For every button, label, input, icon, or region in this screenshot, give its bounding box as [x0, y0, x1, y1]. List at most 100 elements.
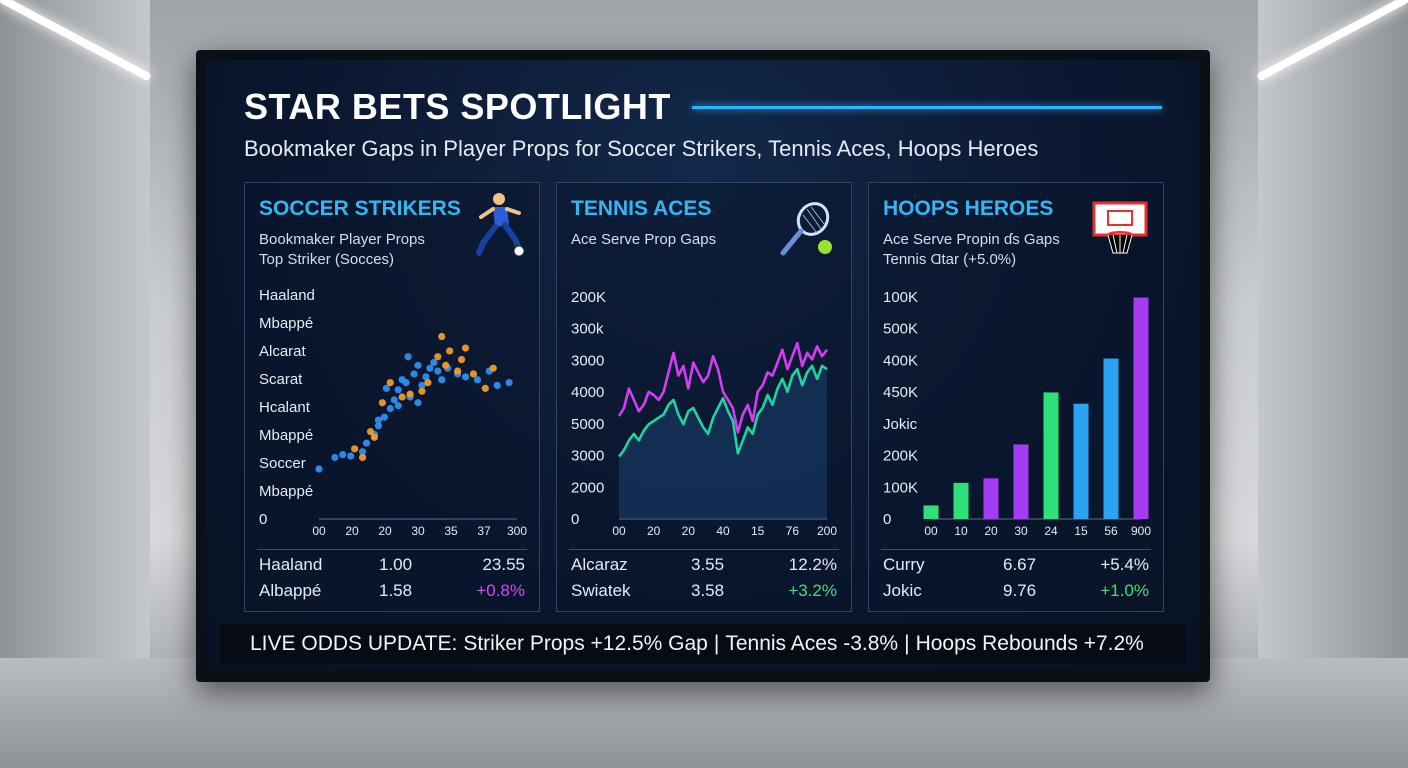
- bar: [953, 482, 969, 519]
- scatter-point-blue: [362, 439, 371, 447]
- y-tick-label: 4000: [571, 384, 604, 401]
- scatter-point-blue: [418, 381, 426, 390]
- player-gap: +5.4%: [1100, 555, 1149, 574]
- y-tick-label: 100K: [883, 289, 918, 306]
- scatter-point-orange: [461, 344, 470, 352]
- scatter-point-blue: [438, 376, 446, 384]
- player-odds: 9.76: [1003, 581, 1037, 600]
- x-tick-label: 15: [1074, 524, 1088, 538]
- tennis-panel: TENNIS ACES Ace Serve Prop Gaps 200K 300k…: [556, 182, 852, 612]
- scatter-point-blue: [426, 364, 434, 372]
- y-tick-label: 500K: [883, 321, 918, 338]
- x-tick-label: 20: [984, 524, 998, 538]
- bar: [1043, 392, 1059, 519]
- scatter-point-blue: [331, 453, 339, 462]
- player-name: Haaland: [259, 555, 323, 574]
- scatter-point-blue: [414, 361, 422, 369]
- player-gap: 12.2%: [788, 555, 837, 574]
- scatter-point-orange: [434, 353, 442, 361]
- scatter-point-blue: [422, 373, 430, 381]
- tennis-racket-icon: [780, 202, 832, 256]
- ticker-separator: |: [713, 632, 720, 655]
- scatter-point-orange: [351, 445, 359, 453]
- y-tick-label: 3000: [571, 352, 604, 369]
- dashboard-screen: STAR BETS SPOTLIGHT Bookmaker Gaps in Pl…: [206, 60, 1200, 670]
- y-tick-label: 0: [259, 511, 267, 528]
- scatter-point-orange: [469, 370, 478, 378]
- scatter-point-blue: [386, 404, 394, 413]
- bar: [1013, 444, 1029, 519]
- y-tick-label: 0: [571, 511, 579, 528]
- soccer-panel: SOCCER STRIKERS Bookmaker Player Props T…: [244, 182, 540, 612]
- soccer-panel-title: SOCCER STRIKERS: [259, 197, 461, 220]
- wall-right: [1258, 0, 1408, 768]
- hoops-panel: HOOPS HEROES Ace Serve Propin ɗs Gaps Te…: [868, 182, 1164, 612]
- y-tick-label: Alcarat: [259, 343, 307, 360]
- soccer-table-divider: [257, 549, 527, 550]
- x-tick-label: 10: [954, 524, 968, 538]
- y-tick-label: 200K: [571, 289, 606, 306]
- player-gap: 23.55: [482, 555, 525, 574]
- basketball-hoop-icon: [1092, 201, 1148, 254]
- scatter-point-orange: [358, 453, 367, 462]
- player-odds: 1.58: [379, 581, 413, 600]
- soccer-player-icon: [476, 193, 525, 257]
- scatter-point-orange: [378, 399, 386, 407]
- x-tick-label: 00: [312, 524, 326, 538]
- x-tick-label: 20: [378, 524, 392, 538]
- page-title: STAR BETS SPOTLIGHT: [244, 86, 671, 127]
- scatter-point-blue: [315, 465, 323, 473]
- scatter-point-orange: [398, 393, 406, 401]
- scatter-point-blue: [394, 386, 402, 394]
- x-tick-label: 00: [612, 524, 626, 538]
- table-row: Albappé 1.58 +0.8%: [259, 581, 525, 603]
- scatter-point-blue: [374, 416, 382, 424]
- scatter-point-orange: [446, 347, 454, 355]
- page-subtitle: Bookmaker Gaps in Player Props for Socce…: [244, 136, 1039, 161]
- scatter-point-blue: [394, 402, 402, 410]
- scatter-point-blue: [505, 379, 513, 387]
- soccer-scatter-chart: Haaland Mbappé Alcarat Scarat Hcalant Mbappé S…: [259, 287, 527, 538]
- x-tick-label: 40: [716, 524, 730, 538]
- scatter-point-orange: [481, 384, 489, 392]
- table-row: Alcaraz 3.55 12.2%: [571, 555, 837, 577]
- ticker-item: Tennis Aces -3.8%: [725, 632, 899, 655]
- y-tick-label: Jokic: [883, 416, 918, 433]
- scatter-point-blue: [382, 384, 390, 392]
- y-tick-label: 3000: [571, 448, 604, 465]
- x-tick-label: 00: [924, 524, 938, 538]
- line-area-fill: [619, 365, 827, 519]
- scatter-point-orange: [489, 364, 497, 372]
- x-tick-label: 30: [411, 524, 425, 538]
- y-tick-label: 200K: [883, 448, 918, 465]
- ticker-separator: |: [904, 632, 910, 655]
- scatter-point-blue: [410, 370, 418, 378]
- scatter-point-blue: [430, 358, 438, 367]
- y-tick-label: 0: [883, 511, 891, 528]
- bar: [1073, 403, 1089, 519]
- tv-display: STAR BETS SPOTLIGHT Bookmaker Gaps in Pl…: [196, 50, 1210, 682]
- scatter-point-blue: [414, 399, 422, 407]
- x-tick-label: 56: [1104, 524, 1118, 538]
- x-tick-label: 300: [507, 524, 527, 538]
- hoops-table-divider: [881, 549, 1151, 550]
- scatter-point-orange: [366, 427, 375, 436]
- bar: [1103, 358, 1119, 519]
- ticker-item: Hoops Rebounds +7.2%: [915, 632, 1144, 655]
- y-tick-label: Mbappé: [259, 427, 313, 444]
- x-tick-label: 30: [1014, 524, 1028, 538]
- y-tick-label: Scarat: [259, 371, 303, 388]
- bar: [1133, 297, 1149, 519]
- x-tick-label: 20: [647, 524, 661, 538]
- scatter-point-blue: [390, 396, 398, 404]
- scatter-point-orange: [418, 387, 426, 395]
- x-tick-label: 15: [751, 524, 765, 538]
- scatter-point-blue: [339, 451, 347, 459]
- wall-left: [0, 0, 150, 768]
- scatter-point-orange: [370, 433, 379, 441]
- player-odds: 1.00: [379, 555, 413, 574]
- player-gap: +3.2%: [788, 581, 837, 600]
- y-tick-label: 2000: [571, 479, 604, 496]
- x-tick-label: 900: [1131, 524, 1151, 538]
